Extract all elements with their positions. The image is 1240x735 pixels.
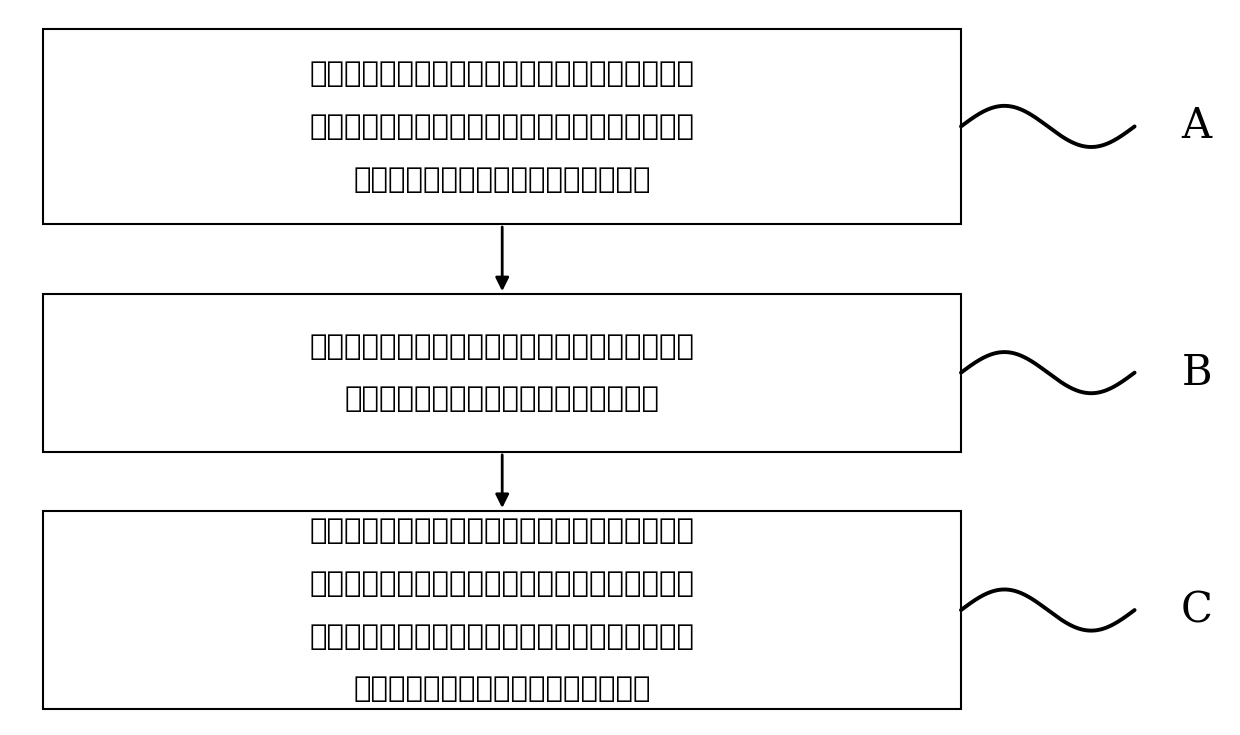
Text: C: C <box>1180 589 1213 631</box>
Text: A: A <box>1182 105 1211 148</box>
Text: 使用仿真寫颈细胞切片图像对寫颈细胞实例分割深: 使用仿真寫颈细胞切片图像对寫颈细胞实例分割深 <box>310 517 694 545</box>
Text: 建立单一细胞数据库和切片背景数据库: 建立单一细胞数据库和切片背景数据库 <box>353 165 651 194</box>
Text: 寫颈细胞分割，得到寫颈细胞分割结果: 寫颈细胞分割，得到寫颈细胞分割结果 <box>353 675 651 703</box>
Text: B: B <box>1182 351 1211 394</box>
Bar <box>43 29 961 224</box>
Bar <box>43 511 961 709</box>
Text: 从附带细胞级别标注信息的真实寫颈细胞切片图像: 从附带细胞级别标注信息的真实寫颈细胞切片图像 <box>310 60 694 88</box>
Text: 分割深度模型对待检测真实寫颈细胞切片图像进行: 分割深度模型对待检测真实寫颈细胞切片图像进行 <box>310 623 694 650</box>
Text: 中采集单一游离非重叠细胞素材和切片背景素材，: 中采集单一游离非重叠细胞素材和切片背景素材， <box>310 112 694 141</box>
Text: 度模型进行训练，然后使用训练好的寫颈细胞实例: 度模型进行训练，然后使用训练好的寫颈细胞实例 <box>310 570 694 598</box>
Text: 胞实例级别标注的仿真寫颈细胞切片图像: 胞实例级别标注的仿真寫颈细胞切片图像 <box>345 385 660 414</box>
Text: 根据单一细胞数据库和切片背景数据库合成附带细: 根据单一细胞数据库和切片背景数据库合成附带细 <box>310 332 694 361</box>
Bar <box>43 294 961 452</box>
